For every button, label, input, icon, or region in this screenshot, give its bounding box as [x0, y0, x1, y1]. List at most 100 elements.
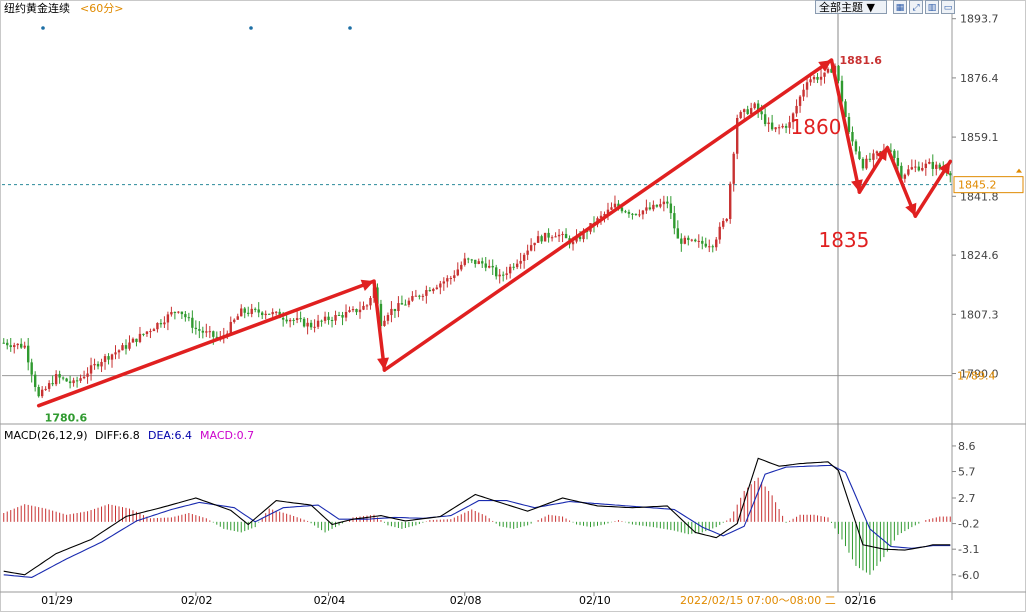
candle-body [327, 316, 330, 321]
macd-tick-label: 2.7 [958, 492, 976, 505]
candle-body [16, 343, 19, 346]
candle-body [257, 309, 260, 313]
candle-body [634, 213, 638, 215]
candle-body [156, 322, 159, 330]
candle-body [652, 204, 655, 210]
candle-body [844, 101, 847, 118]
candle-body [166, 314, 170, 323]
time-tick-label: 01/29 [41, 594, 73, 607]
candle-body [753, 103, 756, 109]
candle-body [519, 260, 522, 264]
candle-body [903, 174, 907, 179]
candle-body [2, 342, 5, 344]
candle-body [680, 238, 683, 244]
candle-body [554, 236, 557, 238]
candle-body [33, 374, 37, 387]
candle-body [463, 258, 466, 265]
candle-body [453, 275, 456, 278]
macd-tick-label: 5.7 [958, 466, 976, 479]
candle-body [847, 117, 851, 133]
candle-body [400, 303, 404, 305]
candle-body [742, 109, 746, 113]
candle-body [44, 388, 47, 390]
candle-body [261, 312, 264, 316]
candle-body [341, 315, 344, 318]
candle-body [861, 158, 865, 169]
candle-body [921, 167, 924, 171]
price-tick-label: 1841.8 [960, 190, 999, 203]
candle-body [893, 150, 896, 158]
candle-body [348, 310, 351, 312]
candle-body [152, 329, 156, 332]
candle-body [627, 211, 631, 214]
trend-arrowhead [360, 279, 374, 291]
candle-body [536, 236, 540, 243]
candle-body [79, 378, 82, 381]
candle-body [96, 363, 100, 367]
candle-body [917, 166, 921, 171]
candle-body [393, 308, 397, 312]
candle-body [802, 89, 805, 97]
candle-body [316, 320, 320, 327]
candle-body [928, 161, 931, 164]
candle-body [711, 246, 714, 248]
macd-dea-line [3, 464, 951, 578]
candle-body [505, 273, 508, 275]
candle-body [823, 72, 826, 77]
candle-body [362, 305, 365, 310]
candle-body [550, 237, 554, 239]
macd-tick-label: -6.0 [958, 569, 979, 582]
candle-body [138, 333, 142, 342]
candle-body [484, 263, 487, 268]
signal-dot [41, 26, 45, 30]
macd-tick-label: 8.6 [958, 440, 976, 453]
candle-body [117, 350, 121, 353]
candle-body [907, 169, 910, 175]
candle-body [599, 215, 603, 219]
candle-body [931, 161, 934, 169]
candle-body [543, 232, 547, 242]
theme-selector-label: 全部主题 [819, 1, 863, 14]
candle-body [760, 111, 763, 115]
candle-body [456, 269, 459, 276]
candle-body [247, 312, 250, 314]
time-tick-label: 02/08 [450, 594, 482, 607]
candle-body [578, 236, 582, 240]
candle-body [439, 283, 442, 288]
candle-body [725, 218, 728, 221]
candle-body [313, 326, 316, 328]
candle-body [805, 82, 809, 90]
candle-body [302, 318, 306, 327]
theme-selector[interactable]: 全部主题 ▼ [815, 0, 887, 14]
candle-body [428, 290, 432, 292]
candle-body [854, 141, 858, 152]
candle-body [617, 203, 620, 208]
grid-icon[interactable]: ▦ [893, 0, 907, 14]
candle-body [9, 345, 12, 348]
bar-chart-icon[interactable]: ▥ [925, 0, 939, 14]
candle-body [666, 201, 669, 204]
candle-body [124, 345, 128, 349]
low-price-label: 1780.6 [45, 412, 88, 425]
candle-body [746, 109, 749, 114]
window-icon[interactable]: ▭ [941, 0, 955, 14]
expand-icon[interactable]: ⤢ [909, 0, 923, 14]
candle-body [781, 125, 784, 128]
candle-body [687, 237, 690, 240]
candle-body [229, 321, 232, 334]
candle-body [114, 352, 117, 355]
candle-body [110, 354, 114, 360]
candle-body [379, 303, 383, 326]
candle-body [896, 157, 900, 166]
price-tick-label: 1893.7 [960, 13, 999, 26]
candle-body [816, 76, 819, 80]
candle-body [767, 122, 770, 125]
candle-body [54, 374, 58, 385]
candle-body [477, 261, 480, 264]
candle-body [910, 167, 914, 170]
candle-body [142, 333, 145, 335]
candle-body [603, 213, 606, 216]
candle-body [344, 311, 348, 318]
candle-body [271, 312, 274, 315]
candle-body [830, 68, 833, 73]
